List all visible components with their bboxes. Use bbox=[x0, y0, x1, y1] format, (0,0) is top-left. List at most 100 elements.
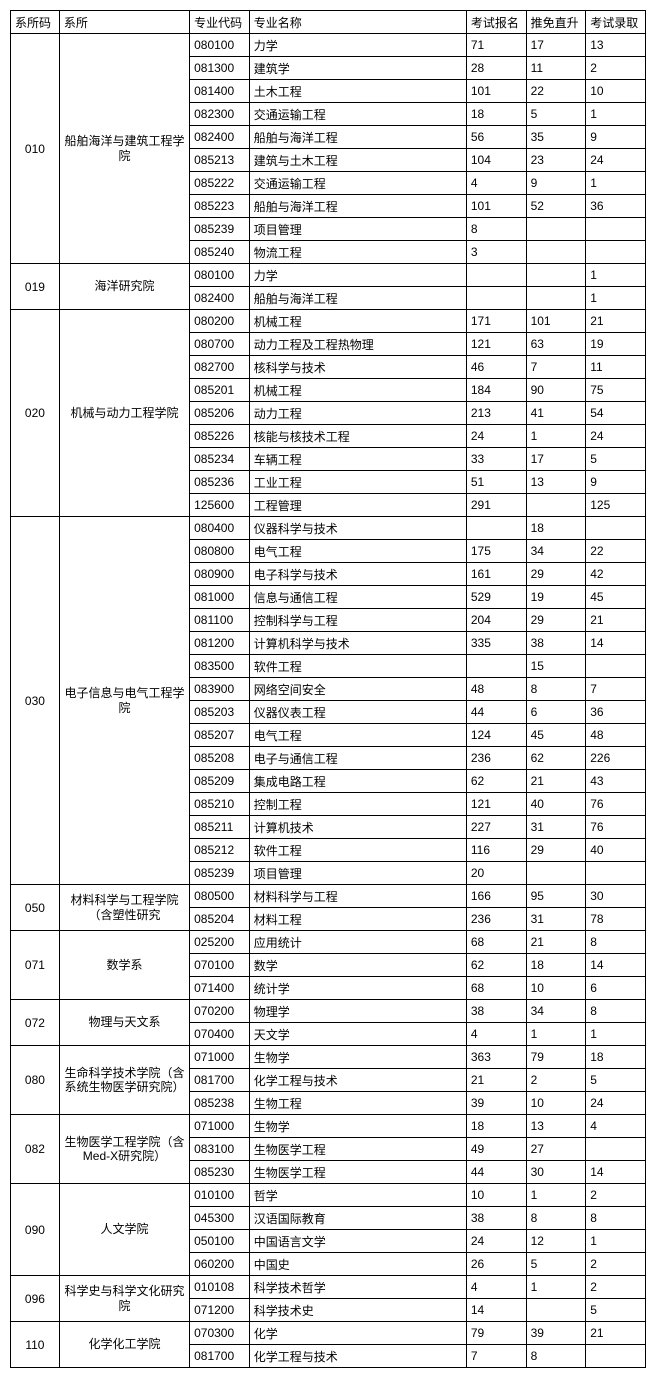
major-code-cell: 085234 bbox=[190, 448, 250, 471]
dept-name-cell: 数学系 bbox=[59, 931, 189, 1000]
exam-admit-cell: 8 bbox=[586, 1207, 646, 1230]
exam-admit-cell: 9 bbox=[586, 126, 646, 149]
dept-code-cell: 019 bbox=[11, 264, 60, 310]
major-name-cell: 化学工程与技术 bbox=[249, 1069, 466, 1092]
exam-admit-cell: 8 bbox=[586, 1000, 646, 1023]
exam-apply-cell: 14 bbox=[466, 1299, 526, 1322]
exam-apply-cell bbox=[466, 264, 526, 287]
exam-admit-cell bbox=[586, 218, 646, 241]
major-code-cell: 085207 bbox=[190, 724, 250, 747]
recommend-cell: 17 bbox=[526, 448, 586, 471]
exam-admit-cell: 22 bbox=[586, 540, 646, 563]
major-code-cell: 081700 bbox=[190, 1069, 250, 1092]
col-exam-apply: 考试报名 bbox=[466, 11, 526, 34]
table-row: 020机械与动力工程学院080200机械工程17110121 bbox=[11, 310, 646, 333]
recommend-cell: 19 bbox=[526, 586, 586, 609]
exam-admit-cell: 36 bbox=[586, 701, 646, 724]
exam-apply-cell: 10 bbox=[466, 1184, 526, 1207]
major-name-cell: 数学 bbox=[249, 954, 466, 977]
dept-code-cell: 020 bbox=[11, 310, 60, 517]
major-name-cell: 项目管理 bbox=[249, 218, 466, 241]
header-row: 系所码 系所 专业代码 专业名称 考试报名 推免直升 考试录取 bbox=[11, 11, 646, 34]
exam-admit-cell bbox=[586, 517, 646, 540]
exam-apply-cell: 4 bbox=[466, 1276, 526, 1299]
major-code-cell: 071400 bbox=[190, 977, 250, 1000]
exam-admit-cell: 5 bbox=[586, 1069, 646, 1092]
table-row: 110化学化工学院070300化学793921 bbox=[11, 1322, 646, 1345]
major-code-cell: 071000 bbox=[190, 1115, 250, 1138]
recommend-cell: 8 bbox=[526, 1345, 586, 1368]
recommend-cell: 8 bbox=[526, 678, 586, 701]
table-row: 010船舶海洋与建筑工程学院080100力学711713 bbox=[11, 34, 646, 57]
major-name-cell: 计算机技术 bbox=[249, 816, 466, 839]
major-code-cell: 083100 bbox=[190, 1138, 250, 1161]
major-name-cell: 中国语言文学 bbox=[249, 1230, 466, 1253]
recommend-cell: 17 bbox=[526, 34, 586, 57]
exam-apply-cell: 38 bbox=[466, 1207, 526, 1230]
major-code-cell: 081100 bbox=[190, 609, 250, 632]
exam-apply-cell: 291 bbox=[466, 494, 526, 517]
exam-admit-cell: 13 bbox=[586, 34, 646, 57]
recommend-cell: 10 bbox=[526, 977, 586, 1000]
major-code-cell: 085208 bbox=[190, 747, 250, 770]
major-code-cell: 080100 bbox=[190, 34, 250, 57]
major-code-cell: 080700 bbox=[190, 333, 250, 356]
exam-apply-cell: 204 bbox=[466, 609, 526, 632]
major-name-cell: 应用统计 bbox=[249, 931, 466, 954]
major-name-cell: 仪器科学与技术 bbox=[249, 517, 466, 540]
major-code-cell: 085223 bbox=[190, 195, 250, 218]
major-name-cell: 软件工程 bbox=[249, 839, 466, 862]
major-code-cell: 085230 bbox=[190, 1161, 250, 1184]
recommend-cell: 2 bbox=[526, 1069, 586, 1092]
exam-admit-cell: 10 bbox=[586, 80, 646, 103]
dept-code-cell: 110 bbox=[11, 1322, 60, 1368]
exam-admit-cell: 1 bbox=[586, 1230, 646, 1253]
major-name-cell: 电子科学与技术 bbox=[249, 563, 466, 586]
major-code-cell: 080900 bbox=[190, 563, 250, 586]
exam-apply-cell: 18 bbox=[466, 103, 526, 126]
major-name-cell: 生物工程 bbox=[249, 1092, 466, 1115]
recommend-cell: 12 bbox=[526, 1230, 586, 1253]
exam-admit-cell: 21 bbox=[586, 609, 646, 632]
major-name-cell: 科学技术哲学 bbox=[249, 1276, 466, 1299]
table-row: 080生命科学技术学院（含系统生物医学研究院）071000生物学3637918 bbox=[11, 1046, 646, 1069]
exam-admit-cell: 1 bbox=[586, 172, 646, 195]
recommend-cell: 101 bbox=[526, 310, 586, 333]
major-code-cell: 085211 bbox=[190, 816, 250, 839]
major-code-cell: 085210 bbox=[190, 793, 250, 816]
exam-admit-cell: 21 bbox=[586, 310, 646, 333]
recommend-cell bbox=[526, 862, 586, 885]
major-code-cell: 085239 bbox=[190, 218, 250, 241]
dept-name-cell: 海洋研究院 bbox=[59, 264, 189, 310]
major-code-cell: 071000 bbox=[190, 1046, 250, 1069]
recommend-cell: 18 bbox=[526, 517, 586, 540]
exam-admit-cell: 14 bbox=[586, 954, 646, 977]
exam-admit-cell bbox=[586, 1345, 646, 1368]
exam-admit-cell bbox=[586, 1138, 646, 1161]
table-row: 090人文学院010100哲学1012 bbox=[11, 1184, 646, 1207]
recommend-cell bbox=[526, 1299, 586, 1322]
major-name-cell: 统计学 bbox=[249, 977, 466, 1000]
exam-admit-cell: 7 bbox=[586, 678, 646, 701]
major-name-cell: 物流工程 bbox=[249, 241, 466, 264]
dept-name-cell: 机械与动力工程学院 bbox=[59, 310, 189, 517]
exam-admit-cell: 18 bbox=[586, 1046, 646, 1069]
major-code-cell: 080800 bbox=[190, 540, 250, 563]
major-name-cell: 机械工程 bbox=[249, 379, 466, 402]
major-code-cell: 081700 bbox=[190, 1345, 250, 1368]
exam-apply-cell: 62 bbox=[466, 770, 526, 793]
exam-admit-cell: 1 bbox=[586, 103, 646, 126]
exam-admit-cell bbox=[586, 862, 646, 885]
recommend-cell: 41 bbox=[526, 402, 586, 425]
major-name-cell: 化学工程与技术 bbox=[249, 1345, 466, 1368]
major-code-cell: 081200 bbox=[190, 632, 250, 655]
exam-apply-cell: 101 bbox=[466, 195, 526, 218]
recommend-cell: 21 bbox=[526, 931, 586, 954]
exam-admit-cell: 4 bbox=[586, 1115, 646, 1138]
exam-apply-cell: 213 bbox=[466, 402, 526, 425]
major-name-cell: 生物学 bbox=[249, 1115, 466, 1138]
col-exam-admit: 考试录取 bbox=[586, 11, 646, 34]
major-code-cell: 080400 bbox=[190, 517, 250, 540]
recommend-cell: 21 bbox=[526, 770, 586, 793]
major-code-cell: 082700 bbox=[190, 356, 250, 379]
